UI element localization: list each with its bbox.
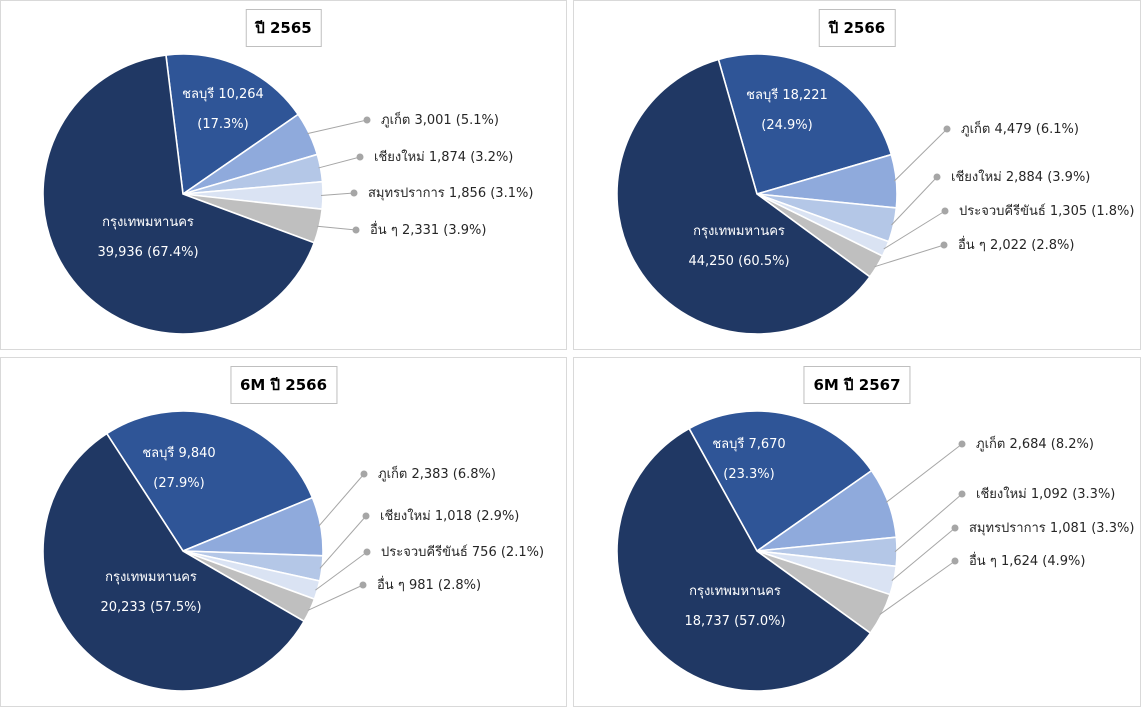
slice-value-label: (27.9%) (153, 476, 204, 491)
callout-label: เชียงใหม่ 2,884 (3.9%) (951, 169, 1090, 185)
leader-line (317, 225, 357, 231)
slice-label: กรุงเทพมหานคร (689, 584, 781, 599)
pie-slice (717, 53, 893, 195)
leader-line (874, 244, 945, 268)
leader-line (883, 210, 946, 250)
pie-slice (105, 410, 314, 552)
chart-title: 6M ปี 2566 (229, 366, 338, 404)
callout-label: ภูเก็ต 2,383 (6.8%) (378, 464, 496, 482)
slice-label: กรุงเทพมหานคร (102, 215, 194, 230)
slice-value-label: 18,737 (57.0%) (684, 614, 785, 629)
leader-line (318, 156, 361, 169)
callout-label: เชียงใหม่ 1,092 (3.3%) (976, 486, 1115, 502)
leader-dot (352, 226, 360, 234)
slice-label: ชลบุรี 18,221 (746, 87, 828, 103)
chart-title: ปี 2565 (245, 9, 322, 47)
callout-label: ประจวบคีรีขันธ์ 756 (2.1%) (381, 544, 544, 560)
leader-dot (360, 470, 368, 478)
leader-line (318, 473, 365, 527)
leader-line (885, 443, 963, 503)
slice-label: ชลบุรี 10,264 (182, 86, 264, 102)
pie-slice (616, 58, 872, 335)
callout-label: อื่น ๆ 981 (2.8%) (377, 576, 481, 593)
leader-line (307, 584, 364, 611)
leader-dot (350, 189, 358, 197)
slice-label: กรุงเทพมหานคร (693, 224, 785, 239)
callout-label: ภูเก็ต 4,479 (6.1%) (961, 119, 1079, 137)
pie-chart-2: ชลบุรี 18,221 (24.9%) กรุงเทพมหานคร 44,250 … (616, 53, 1134, 335)
pie-chart-panel-2: ปี 2566 ชลบุรี 18,221 (24.9%) กรุงเทพมหานค… (573, 0, 1141, 350)
slice-label: กรุงเทพมหานคร (105, 570, 197, 585)
callout-label: อื่น ๆ 2,331 (3.9%) (370, 221, 487, 238)
leader-dot (363, 548, 371, 556)
callout-label: สมุทรปราการ 1,081 (3.3%) (969, 521, 1134, 536)
leader-line (307, 119, 368, 135)
leader-dot (958, 490, 966, 498)
pie-slice (42, 432, 306, 692)
pie-chart-panel-1: ปี 2565 ชลบุรี 10,264 (17.3%) กรุงเทพมหานค… (0, 0, 567, 350)
leader-line (891, 527, 956, 581)
leader-line (894, 493, 963, 553)
leader-line (320, 192, 355, 196)
pie-slice (42, 54, 316, 335)
leader-line (315, 551, 368, 591)
callout-label: เชียงใหม่ 1,018 (2.9%) (380, 508, 519, 524)
leader-line (894, 128, 948, 182)
callout-label: ประจวบคีรีขันธ์ 1,305 (1.8%) (959, 203, 1134, 219)
leader-dot (356, 153, 364, 161)
callout-label: ภูเก็ต 3,001 (5.1%) (381, 110, 499, 128)
pie-slice (616, 427, 872, 692)
leader-dot (933, 173, 941, 181)
slice-value-label: (17.3%) (197, 117, 248, 132)
leader-dot (362, 512, 370, 520)
slice-value-label: 39,936 (67.4%) (97, 245, 198, 260)
pie-chart-1: ชลบุรี 10,264 (17.3%) กรุงเทพมหานคร 39,936 … (42, 53, 533, 335)
callout-label: อื่น ๆ 1,624 (4.9%) (969, 552, 1086, 569)
leader-dot (359, 581, 367, 589)
leader-line (879, 560, 956, 615)
callout-label: เชียงใหม่ 1,874 (3.2%) (374, 149, 513, 165)
pie-slice (165, 53, 300, 196)
leader-dot (958, 440, 966, 448)
leader-line (319, 515, 367, 569)
slice-label: ชลบุรี 7,670 (712, 436, 785, 452)
leader-dot (363, 116, 371, 124)
leader-dot (951, 557, 959, 565)
slice-value-label: 44,250 (60.5%) (688, 254, 789, 269)
pie-chart-panel-4: 6M ปี 2567 ชลบุรี 7,670 (23.3%) กรุงเทพมหา… (573, 357, 1141, 707)
callout-label: สมุทรปราการ 1,856 (3.1%) (368, 186, 533, 201)
slice-value-label: (24.9%) (761, 118, 812, 133)
pie-chart-panel-3: 6M ปี 2566 ชลบุรี 9,840 (27.9%) กรุงเทพมหา… (0, 357, 567, 707)
pie-chart-4: ชลบุรี 7,670 (23.3%) กรุงเทพมหานคร 18,737 (… (616, 410, 1134, 692)
slice-value-label: (23.3%) (723, 467, 774, 482)
chart-title: ปี 2566 (818, 9, 896, 47)
leader-dot (951, 524, 959, 532)
leader-dot (943, 125, 951, 133)
chart-title: 6M ปี 2567 (803, 366, 911, 404)
slice-label: ชลบุรี 9,840 (142, 445, 215, 461)
pie-chart-3: ชลบุรี 9,840 (27.9%) กรุงเทพมหานคร 20,233 (… (42, 410, 544, 692)
pie-slice (688, 410, 873, 553)
callout-label: อื่น ๆ 2,022 (2.8%) (958, 236, 1075, 253)
leader-dot (941, 207, 949, 215)
leader-dot (940, 241, 948, 249)
callout-label: ภูเก็ต 2,684 (8.2%) (976, 434, 1094, 452)
leader-line (891, 176, 938, 226)
slice-value-label: 20,233 (57.5%) (100, 600, 201, 615)
